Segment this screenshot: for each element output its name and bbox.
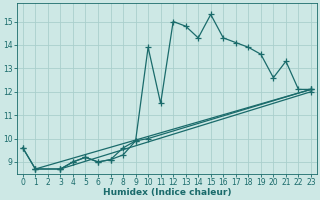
X-axis label: Humidex (Indice chaleur): Humidex (Indice chaleur) — [103, 188, 231, 197]
